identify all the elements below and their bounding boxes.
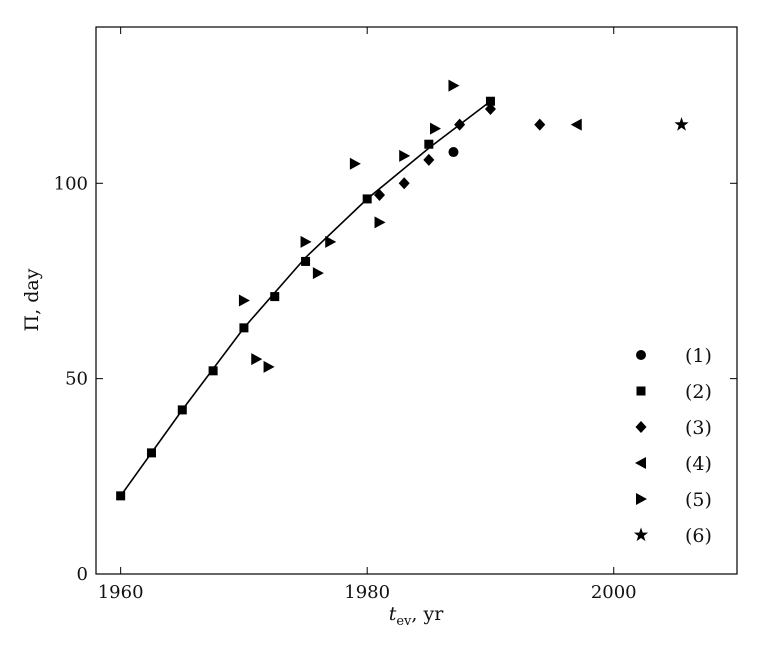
data-point-series-3 xyxy=(484,103,496,116)
legend-marker-4 xyxy=(635,457,646,469)
data-point-series-2 xyxy=(239,323,249,333)
data-point-series-2 xyxy=(208,366,218,376)
x-tick-label: 1960 xyxy=(98,582,144,603)
x-tick-label: 1980 xyxy=(344,582,390,603)
data-point-series-5 xyxy=(374,216,386,229)
x-axis-label: tev, yr xyxy=(389,603,445,629)
data-point-series-5 xyxy=(300,235,312,248)
plot-frame xyxy=(95,26,738,575)
legend-marker-5 xyxy=(636,493,647,505)
data-point-series-5 xyxy=(251,353,263,366)
data-point-series-5 xyxy=(312,267,324,280)
data-point-series-2 xyxy=(177,405,187,415)
legend-label-2: (2) xyxy=(685,381,712,403)
y-axis-label: Π, day xyxy=(21,268,43,331)
data-point-series-5 xyxy=(429,122,441,135)
data-point-series-3 xyxy=(534,118,546,131)
fit-curve-group xyxy=(119,100,491,497)
data-point-series-5 xyxy=(325,235,337,248)
y-tick-label: 100 xyxy=(54,173,88,194)
data-point-series-2 xyxy=(116,491,126,501)
data-point-series-2 xyxy=(424,139,434,149)
data-point-series-4 xyxy=(570,118,582,131)
x-axis-label-subscript: ev xyxy=(396,614,412,629)
x-axis-label-units: , yr xyxy=(411,603,444,625)
legend-label-3: (3) xyxy=(685,417,712,439)
y-tick-label: 0 xyxy=(77,564,88,585)
data-point-series-2 xyxy=(485,96,495,106)
legend-marker-3 xyxy=(635,421,647,433)
data-point-series-3 xyxy=(454,118,466,131)
data-point-series-2 xyxy=(146,448,156,458)
legend-label-5: (5) xyxy=(685,489,712,511)
data-point-series-5 xyxy=(448,79,460,92)
legend-label-6: (6) xyxy=(685,525,712,547)
data-point-series-2 xyxy=(301,256,311,266)
legend-marker-6 xyxy=(633,527,649,542)
data-point-series-3 xyxy=(374,189,386,202)
data-point-series-2 xyxy=(270,292,280,302)
x-axis-label-main: t xyxy=(389,603,397,625)
data-point-series-5 xyxy=(238,294,250,307)
y-tick-label: 50 xyxy=(65,369,88,390)
x-tick-label: 2000 xyxy=(591,582,637,603)
legend: (1) (2) (3) (4) (5) (6) xyxy=(633,345,712,547)
data-points xyxy=(116,79,689,501)
fit-curve xyxy=(119,100,491,497)
data-point-series-6 xyxy=(674,117,689,131)
data-point-series-5 xyxy=(349,157,361,170)
legend-label-4: (4) xyxy=(685,453,712,475)
data-point-series-3 xyxy=(398,177,410,190)
legend-label-1: (1) xyxy=(685,345,712,367)
legend-marker-2 xyxy=(636,386,646,396)
legend-marker-1 xyxy=(636,350,646,360)
data-point-series-3 xyxy=(423,153,435,166)
data-point-series-2 xyxy=(362,194,372,204)
axis-ticks: 1960 1980 2000 0 50 100 xyxy=(54,27,737,603)
data-point-series-1 xyxy=(448,147,459,158)
data-point-series-5 xyxy=(399,149,411,162)
data-point-series-5 xyxy=(263,360,275,373)
